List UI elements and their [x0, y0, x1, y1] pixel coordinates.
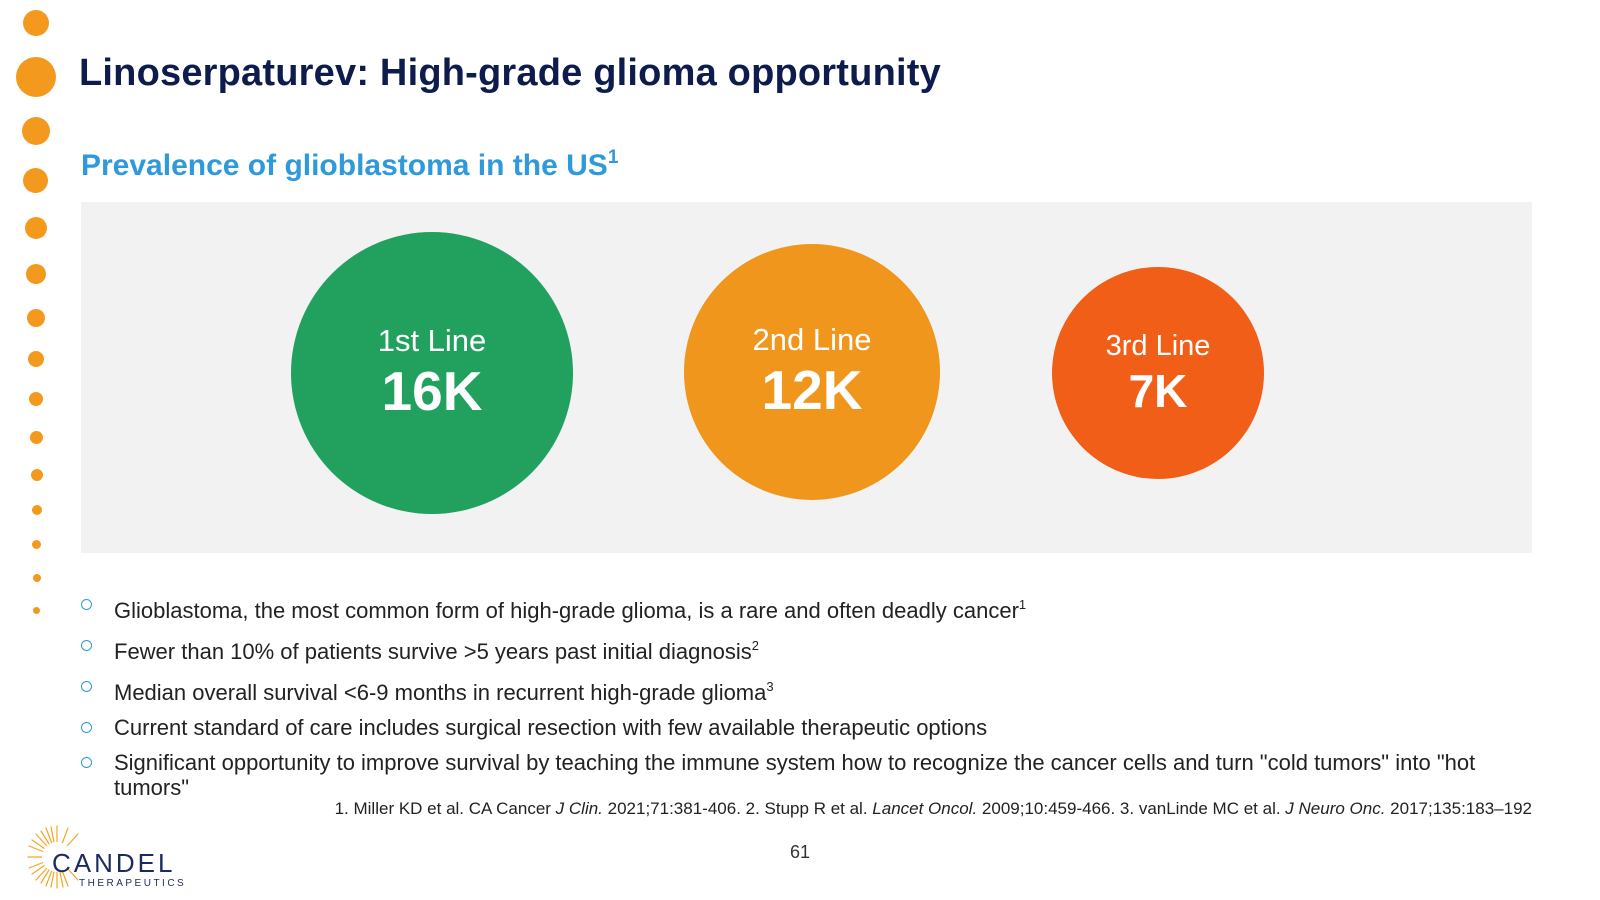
sunburst-logo-icon — [27, 825, 79, 889]
bullet-text: Fewer than 10% of patients survive >5 ye… — [114, 639, 752, 664]
decorative-dot — [16, 57, 56, 97]
prevalence-panel: 1st Line 16K 2nd Line 12K 3rd Line 7K — [81, 202, 1532, 553]
decorative-dot — [30, 431, 43, 444]
list-item: Fewer than 10% of patients survive >5 ye… — [81, 633, 1541, 664]
footnote-text: 2021;71:381-406. 2. Stupp R et al. — [602, 799, 873, 818]
decorative-dot-column — [0, 0, 80, 640]
decorative-dot — [31, 469, 43, 481]
circle-label: 2nd Line — [752, 322, 872, 357]
footnote-text: 1. Miller KD et al. CA Cancer — [334, 799, 556, 818]
prevalence-circle-2nd-line: 2nd Line 12K — [684, 244, 940, 500]
bullet-icon — [81, 640, 92, 651]
subtitle-text: Prevalence of glioblastoma in the US — [81, 149, 608, 182]
decorative-dot — [33, 607, 40, 614]
section-subtitle: Prevalence of glioblastoma in the US1 — [81, 147, 618, 183]
bullet-icon — [81, 757, 92, 768]
decorative-dot — [25, 217, 47, 239]
bullet-icon — [81, 599, 92, 610]
logo-subtitle: THERAPEUTICS — [79, 878, 187, 889]
bullet-reference: 1 — [1018, 597, 1027, 612]
decorative-dot — [23, 168, 48, 193]
page-number: 61 — [789, 842, 811, 862]
circle-value: 12K — [761, 359, 863, 421]
bullet-icon — [81, 681, 92, 692]
decorative-dot — [32, 505, 42, 515]
circle-value: 16K — [381, 360, 483, 422]
page-title: Linoserpaturev: High-grade glioma opport… — [79, 52, 941, 94]
decorative-dot — [33, 574, 41, 582]
decorative-dot — [27, 309, 45, 327]
circle-value: 7K — [1128, 365, 1188, 417]
decorative-dot — [28, 351, 44, 367]
circle-label: 3rd Line — [1105, 330, 1211, 362]
list-item: Significant opportunity to improve survi… — [81, 750, 1541, 800]
footnote-references: 1. Miller KD et al. CA Cancer J Clin. 20… — [335, 799, 1532, 819]
circle-label: 1st Line — [377, 323, 487, 358]
logo-name: CANDEL — [52, 848, 176, 878]
footnote-text: 2017;135:183–192 — [1385, 799, 1532, 818]
footnote-journal: Lancet Oncol. — [872, 799, 978, 818]
footnote-journal: J Clin. — [555, 799, 603, 818]
decorative-dot — [32, 540, 41, 549]
bullet-text: Current standard of care includes surgic… — [114, 715, 988, 740]
bullet-text: Median overall survival <6-9 months in r… — [114, 680, 767, 705]
bullet-text: Glioblastoma, the most common form of hi… — [114, 598, 1019, 623]
prevalence-circle-3rd-line: 3rd Line 7K — [1052, 267, 1264, 479]
bullet-reference: 3 — [766, 679, 774, 694]
prevalence-circle-1st-line: 1st Line 16K — [291, 232, 573, 514]
company-logo: CANDEL THERAPEUTICS — [27, 822, 197, 892]
decorative-dot — [22, 117, 50, 145]
footnote-text: 2009;10:459-466. 3. vanLinde MC et al. — [977, 799, 1286, 818]
decorative-dot — [29, 392, 43, 406]
decorative-dot — [23, 10, 49, 36]
bullet-reference: 2 — [751, 638, 759, 653]
bullet-icon — [81, 722, 92, 733]
bullet-text: Significant opportunity to improve survi… — [114, 750, 1476, 800]
list-item: Glioblastoma, the most common form of hi… — [81, 592, 1541, 623]
subtitle-reference: 1 — [607, 147, 619, 168]
list-item: Median overall survival <6-9 months in r… — [81, 674, 1541, 705]
footnote-journal: J Neuro Onc. — [1285, 799, 1386, 818]
decorative-dot — [26, 264, 46, 284]
bullet-list: Glioblastoma, the most common form of hi… — [81, 592, 1541, 810]
list-item: Current standard of care includes surgic… — [81, 715, 1541, 740]
